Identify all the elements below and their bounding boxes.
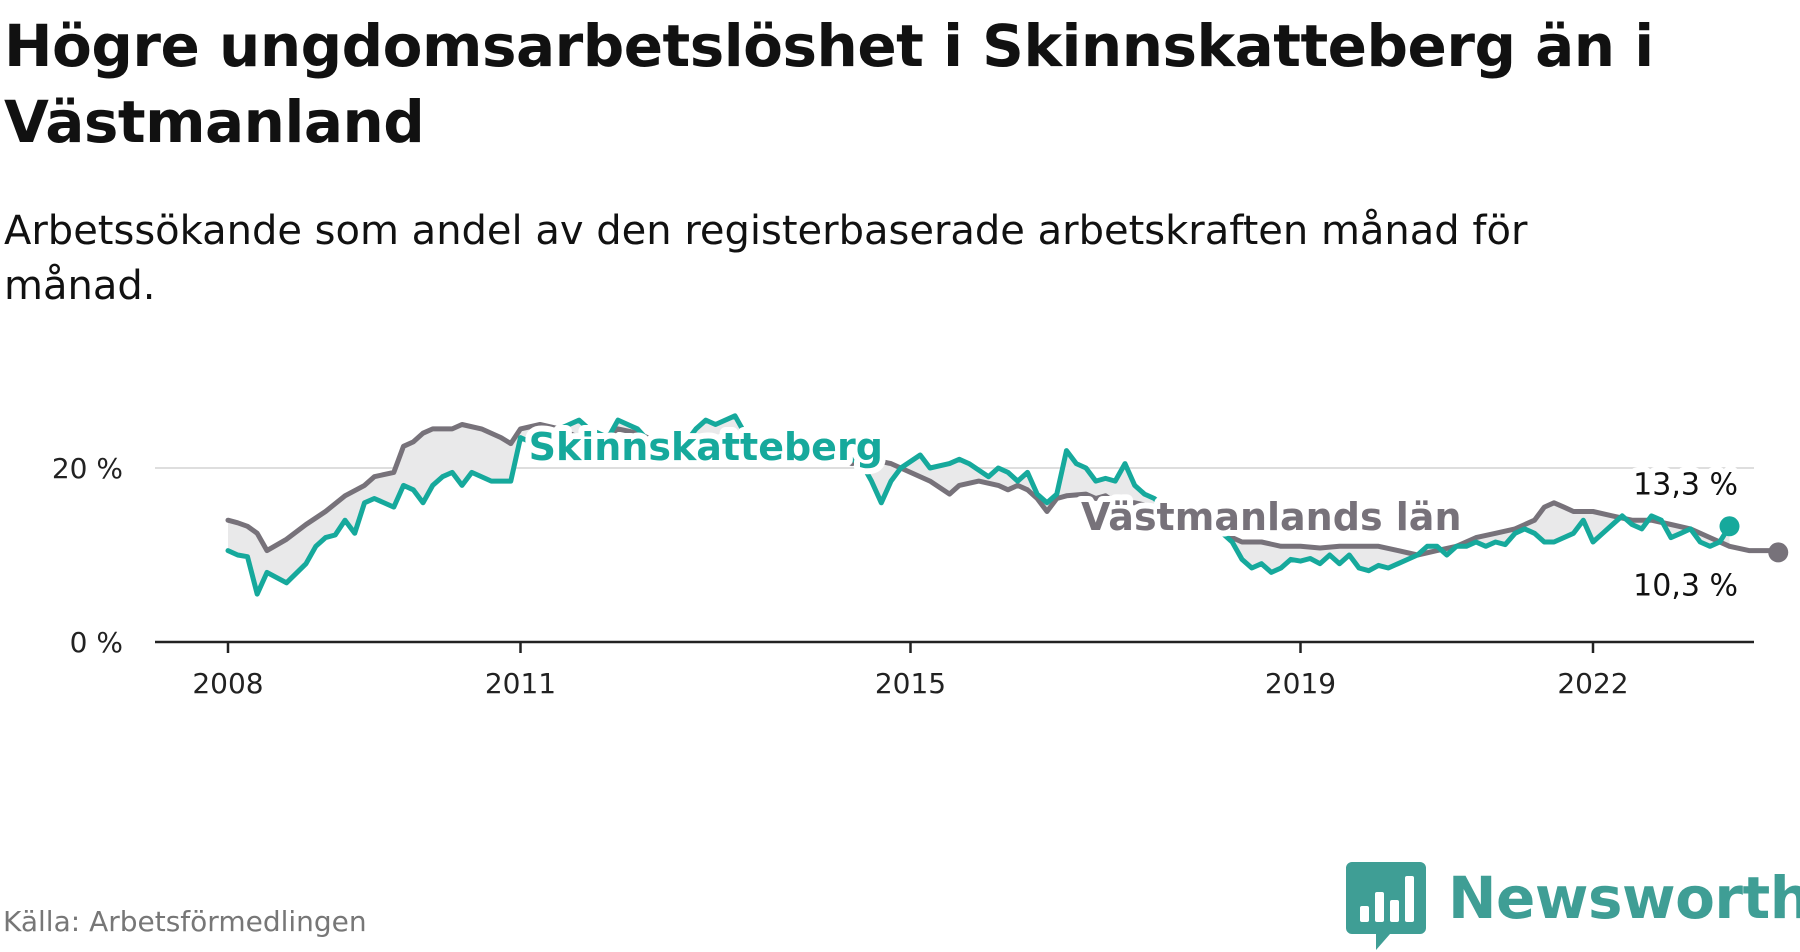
y-tick-label-0: 0 %	[70, 626, 123, 659]
vastmanland-end-dot	[1768, 542, 1789, 563]
vastmanland-label-halo: Västmanlands län	[1081, 495, 1462, 539]
x-axis-ticks: 2008 2011 2015 2019 2022	[192, 642, 1629, 700]
skinnskatteberg-end-dot	[1719, 516, 1740, 537]
source-note: Källa: Arbetsförmedlingen	[3, 905, 367, 938]
chart-title: Högre ungdomsarbetslöshet i Skinnskatteb…	[4, 12, 1654, 156]
line-chart: 2008 2011 2015 2019 2022 0 % 20 % Skinnskatte…	[52, 413, 1789, 700]
series-labels: SkinnskattebergSkinnskattebergVästmanlan…	[523, 419, 1744, 609]
vastmanland-end-label: 10,3 %	[1633, 568, 1738, 603]
x-tick-label-1: 2011	[485, 667, 556, 700]
skinnskatteberg-end-label-halo: 13,3 %	[1633, 467, 1738, 502]
y-axis-labels: 0 % 20 %	[52, 452, 123, 659]
y-tick-label-1: 20 %	[52, 452, 123, 485]
difference-band	[228, 415, 1730, 595]
x-tick-label-0: 2008	[192, 667, 263, 700]
x-tick-label-3: 2019	[1265, 667, 1336, 700]
vastmanland-line	[225, 422, 1781, 558]
skinnskatteberg-line	[225, 413, 1732, 597]
vastmanland-end-label-halo: 10,3 %	[1633, 568, 1738, 603]
series-lines	[225, 413, 1789, 597]
newsworthy-logo-text: Newsworthy	[1448, 864, 1800, 932]
x-tick-label-4: 2022	[1557, 667, 1628, 700]
skinnskatteberg-label-halo: Skinnskatteberg	[529, 425, 883, 469]
newsworthy-logo-icon	[1346, 862, 1426, 950]
chart-subtitle: Arbetssökande som andel av den registerb…	[4, 208, 1528, 309]
vastmanland-label: Västmanlands län	[1081, 495, 1462, 539]
skinnskatteberg-end-label: 13,3 %	[1633, 467, 1738, 502]
skinnskatteberg-label: Skinnskatteberg	[529, 425, 883, 469]
x-tick-label-2: 2015	[875, 667, 946, 700]
